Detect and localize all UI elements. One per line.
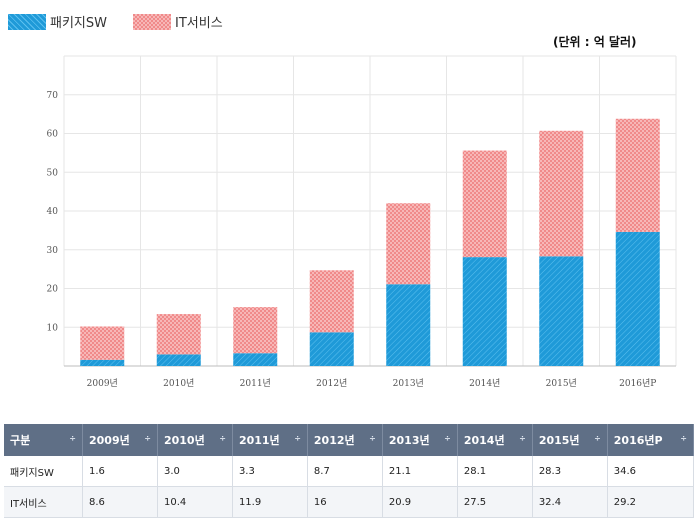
sort-icon[interactable]: ÷ (294, 434, 301, 443)
table-cell: 34.6 (607, 456, 695, 487)
x-tick-label: 2010년 (163, 378, 194, 389)
header-label: 2010년 (163, 434, 205, 447)
table-row: IT서비스 8.6 10.4 11.9 16 20.9 27.5 32.4 29.2 (4, 486, 695, 518)
x-tick-label: 2014년 (469, 378, 500, 389)
row-label: 패키지SW (4, 456, 83, 487)
table-cell: 32.4 (532, 486, 608, 518)
table-cell: 27.5 (457, 486, 533, 518)
bar-it (615, 118, 660, 232)
table-header-year[interactable]: 2013년 ÷ (382, 424, 458, 456)
table-cell: 10.4 (157, 486, 233, 518)
legend-label-sw: 패키지SW (50, 16, 107, 31)
table-cell: 29.2 (607, 486, 695, 518)
bar-sw (233, 353, 278, 366)
table-cell: 21.1 (382, 456, 458, 487)
y-tick-label: 30 (47, 246, 59, 256)
table-cell: 8.6 (82, 486, 158, 518)
stacked-bar-chart: 10 20 30 40 50 60 70 2009년 2010년 2011년 2012년 2013년 2… (47, 55, 677, 389)
legend: 패키지SW IT서비스 (8, 12, 249, 31)
bar-it (156, 314, 201, 355)
header-label: 2009년 (89, 434, 130, 447)
table-cell: 3.0 (157, 456, 233, 487)
tick-labels: 10 20 30 40 50 60 70 2009년 2010년 2011년 2012년 2013년 2… (47, 91, 657, 389)
table-cell: 20.9 (382, 486, 458, 518)
table-cell: 8.7 (307, 456, 383, 487)
row-label: IT서비스 (4, 486, 83, 518)
table-cell: 3.3 (232, 456, 308, 487)
table-header-category[interactable]: 구분 ÷ (4, 424, 83, 456)
table-cell: 28.1 (457, 456, 533, 487)
sort-icon[interactable]: ÷ (69, 434, 76, 443)
table-header-row: 구분 ÷ 2009년 ÷ 2010년 ÷ 2011년 ÷ 2012년 ÷ 2013년 ÷ 2014년 ÷ 2… (4, 424, 695, 456)
table-cell: 28.3 (532, 456, 608, 487)
x-tick-label: 2013년 (393, 378, 424, 389)
bar-sw (615, 231, 660, 366)
y-tick-label: 60 (47, 130, 59, 140)
unit-label: (단위 : 억 달러) (553, 35, 637, 49)
sort-icon[interactable]: ÷ (444, 434, 451, 443)
bar-it (386, 203, 431, 285)
table-header-year[interactable]: 2016년P ÷ (607, 424, 695, 456)
table-header-year[interactable]: 2012년 ÷ (307, 424, 383, 456)
bar-sw (156, 354, 201, 366)
data-table: 구분 ÷ 2009년 ÷ 2010년 ÷ 2011년 ÷ 2012년 ÷ 2013년 ÷ 2014년 ÷ 2… (4, 424, 695, 518)
bar-it (309, 270, 354, 333)
grid-lines (63, 55, 677, 367)
legend-swatch-it (133, 13, 171, 30)
table-header-year[interactable]: 2009년 ÷ (82, 424, 158, 456)
sort-icon[interactable]: ÷ (680, 434, 687, 443)
y-tick-label: 20 (47, 285, 59, 295)
bar-sw (309, 332, 354, 366)
bar-it (233, 307, 278, 354)
chart-panel: 10 20 30 40 50 60 70 2009년 2010년 2011년 2012년 2013년 2… (8, 12, 677, 389)
sort-icon[interactable]: ÷ (219, 434, 226, 443)
y-tick-label: 50 (47, 168, 59, 178)
x-tick-label: 2012년 (316, 378, 347, 389)
x-tick-label: 2016년P (619, 378, 656, 389)
header-label: 2015년 (538, 434, 580, 447)
table-cell: 11.9 (232, 486, 308, 518)
y-tick-label: 10 (47, 323, 59, 333)
table-header-year[interactable]: 2011년 ÷ (232, 424, 308, 456)
table-header-year[interactable]: 2015년 ÷ (532, 424, 608, 456)
y-tick-label: 70 (47, 91, 59, 101)
bar-sw (539, 256, 584, 366)
bar-sw (462, 257, 507, 366)
table-header-year[interactable]: 2014년 ÷ (457, 424, 533, 456)
sort-icon[interactable]: ÷ (369, 434, 376, 443)
legend-label-it: IT서비스 (175, 16, 223, 31)
table-row: 패키지SW 1.6 3.0 3.3 8.7 21.1 28.1 28.3 34.6 (4, 456, 695, 487)
header-label: 구분 (10, 434, 31, 447)
bar-sw (386, 284, 431, 366)
y-tick-label: 40 (47, 207, 59, 217)
x-tick-label: 2011년 (240, 378, 271, 389)
table-cell: 16 (307, 486, 383, 518)
legend-swatch-sw (8, 13, 46, 30)
bar-it (80, 326, 125, 360)
table-header-year[interactable]: 2010년 ÷ (157, 424, 233, 456)
header-label: 2016년P (613, 434, 663, 447)
x-tick-label: 2009년 (87, 378, 118, 389)
header-label: 2011년 (238, 434, 280, 447)
sort-icon[interactable]: ÷ (519, 434, 526, 443)
table-cell: 1.6 (82, 456, 158, 487)
header-label: 2013년 (388, 434, 430, 447)
table-body: 패키지SW 1.6 3.0 3.3 8.7 21.1 28.1 28.3 34.6 IT서비스 8.… (4, 456, 695, 518)
bars (80, 118, 660, 366)
bar-sw (80, 359, 125, 366)
bar-it (539, 130, 584, 257)
header-label: 2014년 (463, 434, 505, 447)
bar-it (462, 150, 507, 258)
x-tick-label: 2015년 (546, 378, 577, 389)
header-label: 2012년 (313, 434, 355, 447)
sort-icon[interactable]: ÷ (144, 434, 151, 443)
sort-icon[interactable]: ÷ (594, 434, 601, 443)
